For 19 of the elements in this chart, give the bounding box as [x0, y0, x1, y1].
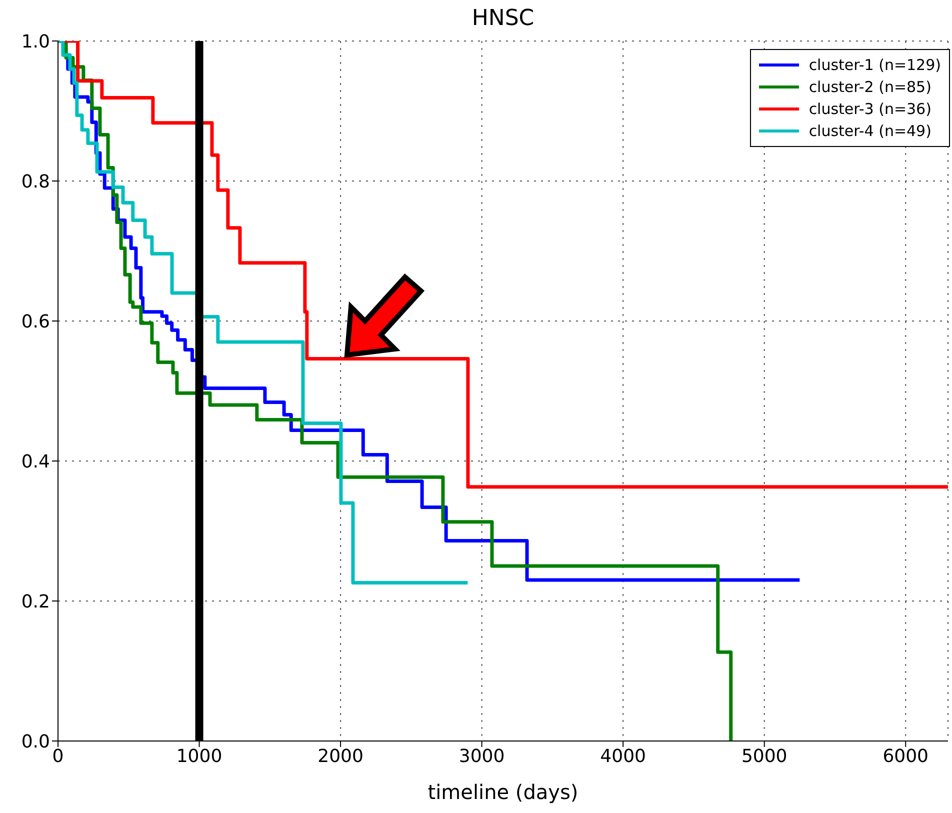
- legend-label: cluster-1 (n=129): [808, 56, 941, 74]
- y-tick-label: 0.2: [21, 591, 50, 612]
- x-tick-label: 3000: [458, 746, 505, 767]
- x-tick-label: 4000: [600, 746, 646, 767]
- y-tick-label: 1.0: [21, 31, 50, 52]
- legend-label: cluster-4 (n=49): [808, 122, 932, 140]
- legend-label: cluster-2 (n=85): [808, 78, 932, 96]
- y-tick-label: 0.0: [21, 731, 50, 752]
- y-tick-label: 0.4: [21, 451, 50, 472]
- x-tick-label: 0: [52, 746, 64, 767]
- x-tick-label: 1000: [176, 746, 222, 767]
- x-tick-label: 5000: [741, 746, 788, 767]
- x-tick-label: 6000: [882, 746, 929, 767]
- y-tick-label: 0.8: [21, 171, 50, 192]
- x-axis-title: timeline (days): [428, 780, 578, 804]
- legend-label: cluster-3 (n=36): [808, 100, 932, 118]
- x-tick-label: 2000: [318, 746, 364, 767]
- y-tick-label: 0.6: [21, 311, 50, 332]
- chart-title: HNSC: [470, 6, 536, 31]
